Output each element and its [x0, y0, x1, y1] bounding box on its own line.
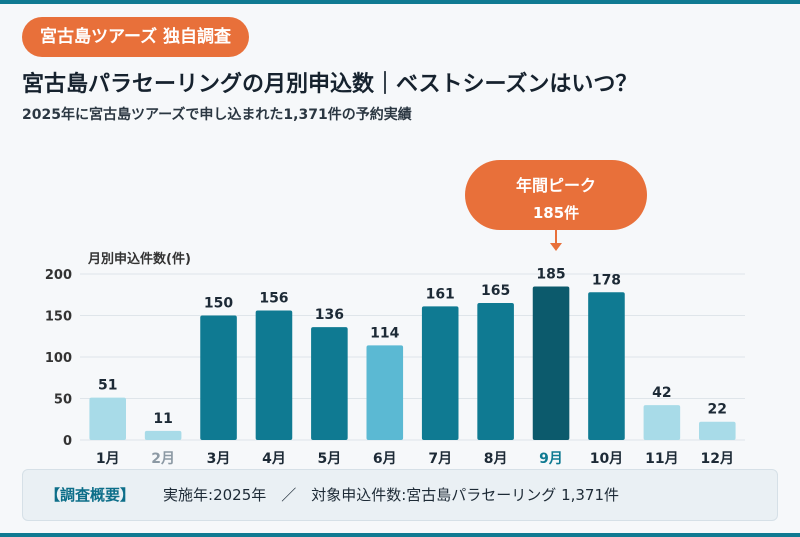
x-tick-label: 6月 — [373, 451, 397, 467]
page-title: 宮古島パラセーリングの月別申込数｜ベストシーズンはいつ？ — [22, 72, 638, 97]
x-tick-label: 7月 — [428, 451, 452, 467]
peak-callout-value: 185件 — [532, 204, 580, 222]
x-tick-label: 1月 — [96, 451, 120, 467]
bar — [200, 315, 237, 440]
data-label: 11 — [153, 411, 172, 427]
peak-arrow-icon — [550, 243, 562, 251]
bottom-accent-bar — [0, 533, 800, 537]
y-tick-label: 100 — [45, 351, 72, 366]
bar — [643, 405, 681, 440]
y-tick-label: 0 — [63, 434, 72, 449]
data-label: 42 — [652, 385, 671, 401]
bar — [255, 310, 293, 440]
data-label: 150 — [204, 296, 233, 312]
peak-callout-title: 年間ピーク — [515, 176, 596, 195]
survey-summary-heading: 【調査概要】 — [45, 486, 136, 504]
x-tick-label: 8月 — [484, 451, 508, 467]
bar — [421, 306, 459, 440]
data-label: 161 — [426, 286, 455, 302]
x-tick-label: 10月 — [590, 451, 623, 467]
y-axis-label: 月別申込件数(件) — [88, 252, 191, 267]
bar — [366, 345, 404, 440]
data-label: 165 — [481, 283, 510, 299]
y-tick-label: 200 — [45, 268, 72, 283]
x-tick-label: 2月 — [151, 451, 175, 467]
bar — [311, 327, 348, 440]
x-tick-label: 5月 — [318, 451, 342, 467]
data-label: 22 — [708, 402, 727, 418]
data-label: 156 — [259, 291, 288, 307]
survey-summary: 【調査概要】 実施年:2025年 ／ 対象申込件数:宮古島パラセーリング 1,37… — [22, 469, 778, 521]
top-accent-bar — [0, 0, 800, 4]
x-tick-label: 9月 — [539, 451, 563, 467]
x-tick-label: 4月 — [262, 451, 286, 467]
data-label: 178 — [592, 272, 621, 288]
page-subtitle: 2025年に宮古島ツアーズで申し込まれた1,371件の予約実績 — [22, 107, 412, 123]
y-tick-label: 150 — [45, 310, 72, 325]
bar — [588, 292, 625, 440]
survey-summary-text: 実施年:2025年 ／ 対象申込件数:宮古島パラセーリング 1,371件 — [163, 486, 620, 504]
bar — [532, 286, 570, 440]
publisher-badge: 宮古島ツアーズ 独自調査 — [22, 17, 250, 57]
data-label: 185 — [536, 266, 565, 282]
x-tick-label: 3月 — [207, 451, 231, 467]
y-tick-label: 50 — [54, 393, 72, 408]
bar — [144, 430, 182, 440]
peak-callout: 年間ピーク 185件 — [465, 160, 647, 230]
data-label: 136 — [315, 307, 344, 323]
bar — [477, 303, 514, 440]
bar — [89, 397, 126, 440]
data-label: 51 — [98, 378, 117, 394]
bar — [699, 421, 736, 440]
data-label: 114 — [370, 325, 399, 341]
x-tick-label: 12月 — [701, 451, 734, 467]
x-tick-label: 11月 — [645, 451, 678, 467]
peak-arrow-line — [555, 230, 557, 244]
